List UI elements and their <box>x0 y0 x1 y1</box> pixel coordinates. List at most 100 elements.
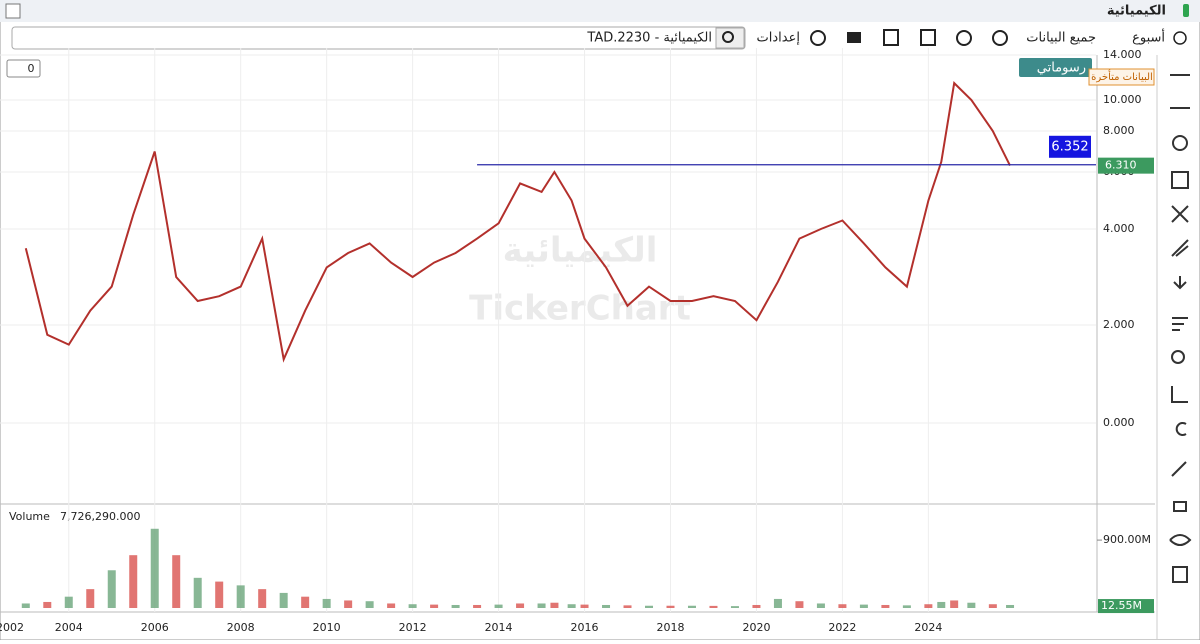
status-icon <box>1183 4 1189 17</box>
clear-tool[interactable] <box>1175 422 1187 436</box>
volume-bar <box>645 605 654 608</box>
volume-bar <box>795 601 804 608</box>
x-tick-label: 2002 <box>0 621 24 634</box>
range-button[interactable]: جميع البيانات <box>1026 31 1096 46</box>
fork-tool[interactable] <box>1171 239 1189 257</box>
volume-bar <box>859 604 868 608</box>
volume-bar <box>215 581 224 608</box>
x-tick-label: 2016 <box>571 621 599 634</box>
y-tick-label: 14.000 <box>1103 48 1142 61</box>
circle-tool[interactable] <box>1172 135 1188 151</box>
volume-bar <box>451 604 460 608</box>
maximize-button[interactable] <box>5 3 21 19</box>
volume-last-label: 7,726,290.000 <box>60 510 140 523</box>
x-tick-label: 2010 <box>313 621 341 634</box>
volume-bar <box>752 604 761 608</box>
price-line <box>24 81 1011 363</box>
watermark-arabic: الكيميائية <box>503 231 658 271</box>
volume-bar <box>193 577 202 608</box>
x-tick-label: 2012 <box>399 621 427 634</box>
settings-button[interactable]: إعدادات <box>757 31 800 46</box>
search-button[interactable] <box>715 27 745 49</box>
volume-bar <box>408 604 417 608</box>
drawings-button[interactable] <box>1019 58 1092 77</box>
volume-bar <box>150 528 159 608</box>
volume-title: Volume <box>9 510 50 523</box>
volume-bar <box>473 604 482 608</box>
delete-tool[interactable] <box>1172 566 1188 583</box>
chart-type-icon[interactable] <box>920 29 936 46</box>
search-box[interactable] <box>11 26 746 50</box>
volume-bar <box>550 602 559 608</box>
volume-bar <box>258 589 267 608</box>
y-tick-label: 4.000 <box>1103 222 1135 235</box>
x-tick-label: 2006 <box>141 621 169 634</box>
hide-tool[interactable] <box>1169 534 1192 546</box>
volume-bar <box>322 598 331 608</box>
volume-bar <box>172 555 181 608</box>
x-tick-label: 2004 <box>55 621 83 634</box>
volume-bar <box>365 601 374 608</box>
magnet-tool[interactable] <box>1171 461 1187 477</box>
volume-bar <box>881 604 890 608</box>
period-button[interactable]: أسبوع <box>1132 29 1165 46</box>
volume-bar <box>129 555 138 608</box>
volume-bar <box>43 601 52 608</box>
volume-bar <box>967 602 976 608</box>
volume-bar <box>950 600 959 608</box>
pattern-tool[interactable] <box>1171 205 1189 223</box>
x-tick-label: 2020 <box>742 621 770 634</box>
indicator-icon[interactable] <box>883 29 899 46</box>
y-tick-label: 8.000 <box>1103 124 1135 137</box>
last-price-label: 6.310 <box>1105 159 1137 172</box>
settings-icon <box>810 30 826 46</box>
volume-bar <box>344 600 353 608</box>
zoom-value: 0 <box>28 62 35 75</box>
lock-tool[interactable] <box>1173 501 1187 512</box>
volume-bar <box>567 604 576 608</box>
volume-bar <box>773 598 782 608</box>
volume-tick-label: 900.00M <box>1103 533 1151 546</box>
y-tick-label: 0.000 <box>1103 416 1135 429</box>
hline-label: 6.352 <box>1051 139 1088 154</box>
volume-last-badge <box>1098 599 1154 614</box>
volume-bar <box>279 592 288 608</box>
y-tick-label: 10.000 <box>1103 93 1142 106</box>
volume-bar <box>924 604 933 608</box>
volume-bar <box>687 605 696 608</box>
watermark-brand: TickerChart <box>469 289 691 329</box>
volume-bar <box>64 596 73 608</box>
y-tick-label: 2.000 <box>1103 318 1135 331</box>
compare-icon[interactable] <box>992 30 1008 46</box>
volume-bar <box>236 585 245 608</box>
arrow-tool[interactable] <box>1173 276 1187 290</box>
x-tick-label: 2022 <box>828 621 856 634</box>
volume-bar <box>387 603 396 608</box>
alert-icon[interactable] <box>956 30 972 46</box>
title-bar <box>0 0 1200 22</box>
volume-bar <box>107 570 116 608</box>
volume-bar <box>937 601 946 608</box>
x-tick-label: 2018 <box>656 621 684 634</box>
volume-bar <box>430 604 439 608</box>
text-tool[interactable] <box>1172 317 1188 331</box>
volume-bar <box>709 605 718 608</box>
volume-bar <box>730 606 739 608</box>
hline-badge <box>1049 135 1091 158</box>
clock-icon <box>1173 31 1187 45</box>
fib-tool[interactable] <box>1171 171 1189 189</box>
volume-bar <box>816 603 825 608</box>
delayed-badge <box>1088 68 1155 86</box>
zoom-tool[interactable] <box>1171 350 1185 364</box>
volume-bar <box>580 604 589 608</box>
camera-icon[interactable] <box>847 32 861 43</box>
volume-bar <box>516 603 525 608</box>
measure-tool[interactable] <box>1171 386 1188 403</box>
drawings-label: رسوماتي <box>1037 61 1086 76</box>
zoom-box[interactable] <box>6 59 41 78</box>
volume-bar <box>1006 604 1015 608</box>
volume-bar <box>301 596 310 608</box>
